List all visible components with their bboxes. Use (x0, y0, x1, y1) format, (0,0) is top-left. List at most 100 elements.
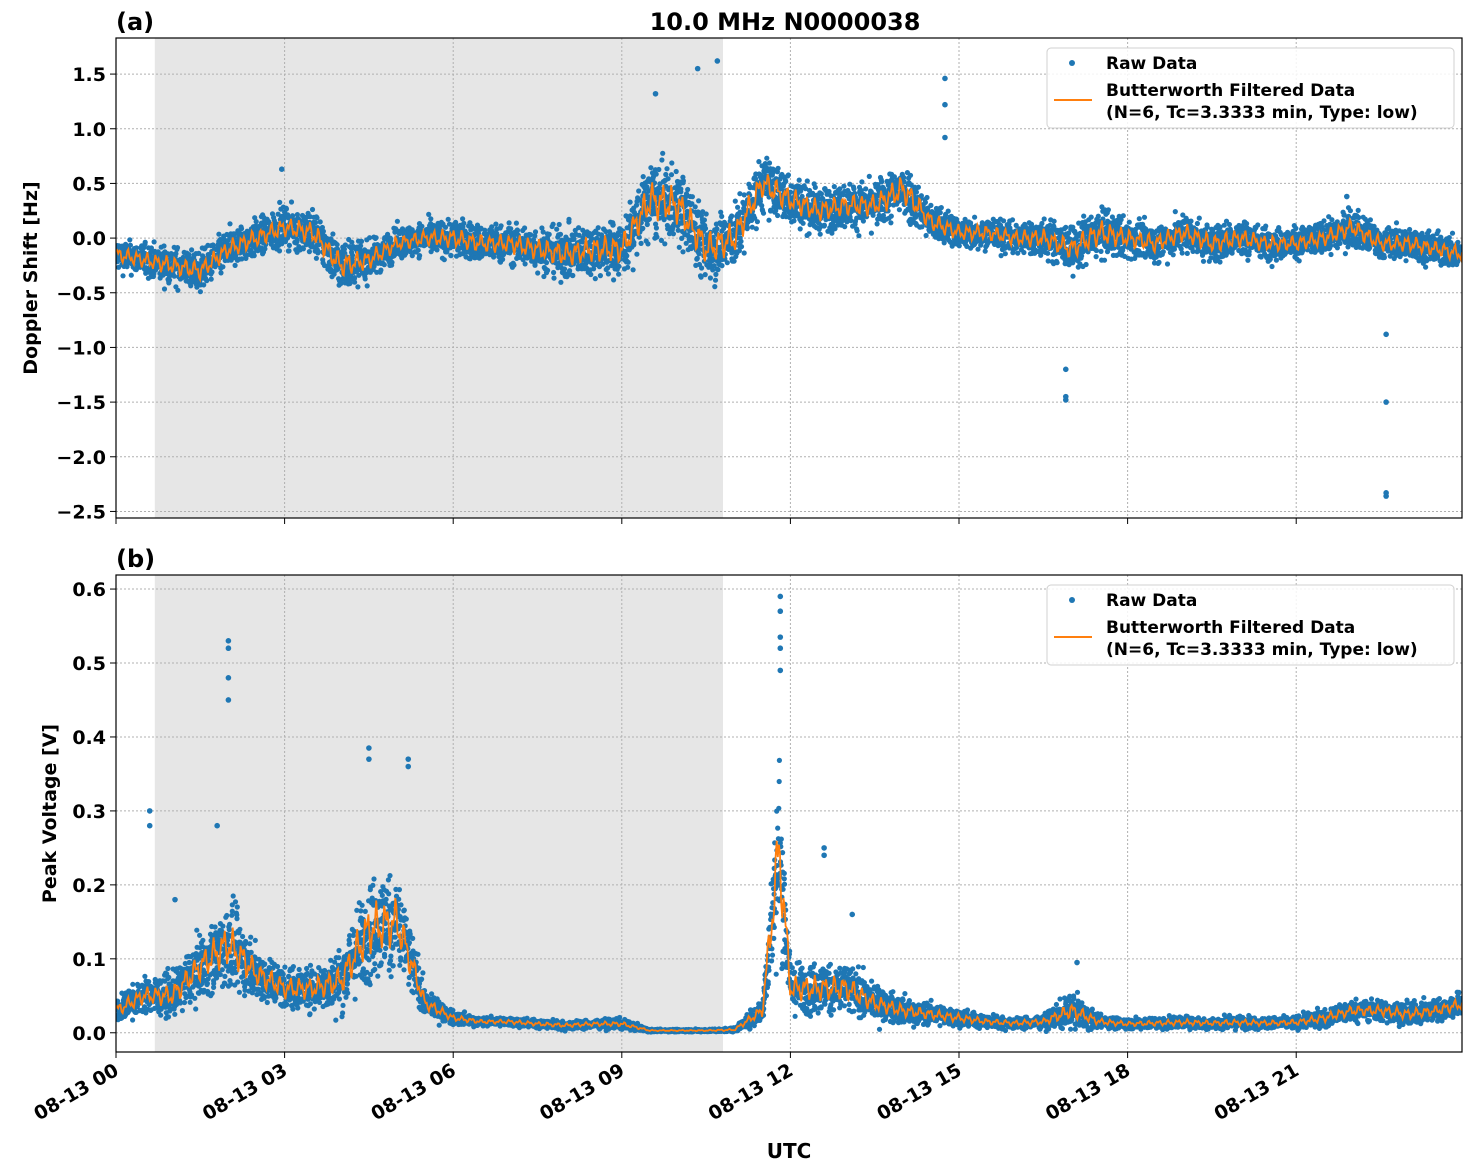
raw-data-point (724, 260, 730, 266)
raw-data-point (616, 271, 622, 277)
raw-data-point (434, 247, 440, 253)
raw-data-point (358, 238, 365, 244)
raw-data-point (409, 253, 415, 259)
raw-data-point (791, 218, 797, 224)
raw-data-point (868, 230, 875, 236)
raw-data-point (342, 250, 348, 256)
raw-data-point (522, 225, 528, 231)
raw-data-point (806, 231, 812, 237)
raw-data-point (381, 262, 387, 268)
raw-data-point (334, 242, 340, 248)
raw-data-point (498, 223, 504, 229)
raw-data-point (715, 267, 721, 273)
raw-data-point (419, 223, 425, 229)
raw-data-point (673, 168, 679, 175)
raw-data-point (166, 277, 173, 283)
raw-data-point (415, 247, 421, 253)
raw-data-point (907, 172, 914, 178)
raw-data-point (556, 221, 562, 228)
raw-data-point (766, 160, 773, 166)
raw-data-point (217, 236, 223, 243)
raw-data-point (796, 177, 802, 183)
raw-data-point (785, 172, 792, 178)
raw-data-point (680, 178, 687, 184)
raw-data-point (719, 213, 725, 219)
panel-a-doppler: 1.51.00.50.0−0.5−1.0−1.5−2.0−2.5Doppler … (20, 8, 1463, 524)
raw-data-point (712, 277, 719, 283)
raw-data-point (514, 227, 520, 233)
raw-data-point (640, 174, 646, 180)
raw-data-point (923, 232, 929, 239)
raw-data-point (251, 253, 257, 259)
raw-data-point (856, 233, 862, 239)
raw-data-point (522, 261, 528, 267)
raw-data-point (364, 283, 370, 289)
raw-data-point (442, 224, 449, 230)
raw-data-point (1081, 213, 1087, 219)
raw-data-point (535, 270, 541, 276)
raw-data-point (209, 269, 215, 275)
raw-data-point (567, 268, 573, 274)
raw-data-point (597, 273, 604, 279)
raw-data-point (335, 266, 341, 272)
raw-data-point (685, 186, 691, 193)
raw-data-point (694, 255, 700, 261)
raw-data-point (262, 246, 268, 252)
raw-data-point (800, 220, 806, 226)
raw-data-point (719, 263, 725, 269)
raw-data-point (625, 264, 631, 270)
raw-data-point (506, 220, 512, 226)
raw-data-point (702, 272, 708, 278)
raw-data-point (315, 248, 321, 254)
raw-data-point (611, 277, 617, 283)
raw-data-point (545, 267, 551, 273)
raw-data-point (389, 259, 395, 265)
raw-data-point (1093, 254, 1099, 260)
raw-data-point (841, 183, 847, 189)
raw-data-point (1101, 257, 1108, 263)
raw-data-point (982, 248, 988, 254)
raw-data-point (133, 245, 139, 251)
raw-data-point (551, 269, 557, 276)
raw-data-point (394, 218, 400, 224)
raw-data-point (648, 165, 654, 171)
raw-data-point (928, 202, 934, 208)
raw-data-point (173, 251, 179, 257)
raw-data-point (557, 231, 564, 237)
raw-data-point (638, 240, 644, 246)
raw-data-point (558, 279, 564, 285)
raw-data-point (646, 216, 653, 222)
raw-data-point (352, 279, 358, 285)
raw-data-point (276, 248, 283, 254)
raw-data-point (1021, 249, 1027, 256)
raw-data-point (627, 199, 633, 205)
raw-data-point (1088, 214, 1094, 220)
raw-data-point (1070, 260, 1076, 266)
raw-data-point (680, 249, 686, 255)
raw-data-point (445, 216, 451, 222)
raw-data-point (317, 219, 323, 225)
raw-data-point (273, 220, 279, 227)
raw-data-point (678, 186, 684, 192)
raw-data-point (1083, 261, 1089, 268)
raw-data-point (859, 179, 865, 185)
raw-data-point (349, 252, 356, 258)
raw-data-point (239, 256, 245, 262)
raw-data-point (738, 244, 745, 250)
raw-data-point (367, 235, 373, 241)
raw-data-point (417, 253, 423, 259)
raw-data-point (197, 289, 203, 295)
raw-data-point (312, 220, 319, 226)
raw-data-point (232, 262, 238, 268)
raw-data-point (640, 225, 646, 231)
raw-data-point (766, 217, 772, 223)
raw-data-point (543, 260, 550, 266)
raw-data-point (610, 222, 616, 228)
raw-data-point (546, 231, 552, 237)
raw-data-point (922, 199, 929, 205)
raw-data-point (821, 222, 828, 228)
raw-data-point (253, 219, 259, 225)
raw-data-point (937, 210, 943, 216)
raw-data-point (218, 270, 224, 276)
raw-data-point (731, 258, 737, 264)
